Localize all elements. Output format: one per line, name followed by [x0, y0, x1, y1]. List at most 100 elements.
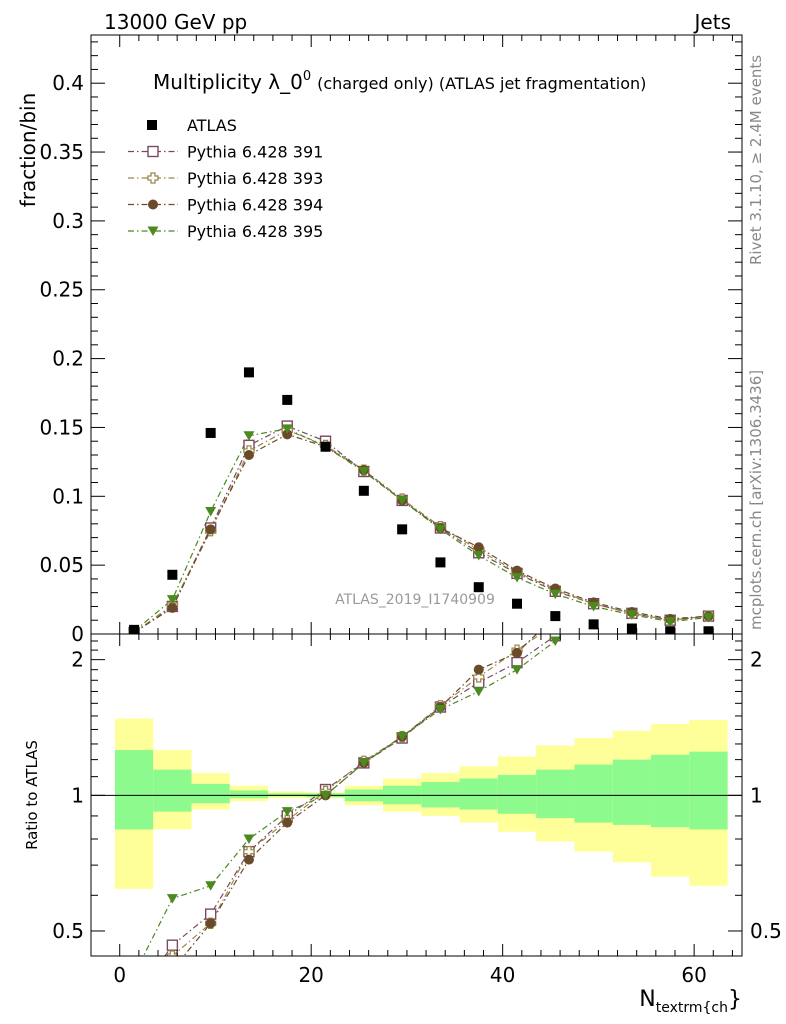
y-axis-label: fraction/bin — [16, 93, 40, 208]
legend-marker — [147, 145, 159, 158]
legend-marker — [147, 172, 159, 184]
series-point-ratio — [320, 790, 332, 801]
series-point-main — [358, 467, 370, 477]
y-tick-label: 0 — [71, 622, 84, 646]
series-point-main — [166, 595, 178, 605]
watermark: ATLAS_2019_I1740909 — [335, 592, 495, 608]
data-point — [703, 626, 714, 634]
series-point-ratio — [703, 484, 714, 494]
series-point-main — [243, 449, 254, 460]
green-band-bin — [114, 750, 154, 830]
ratio-tick-label-left: 1 — [71, 783, 84, 807]
series-point-ratio — [129, 1007, 139, 1017]
data-point — [129, 624, 140, 634]
x-axis-label-end: } — [728, 987, 742, 1012]
series-point-ratio — [665, 496, 675, 506]
series-point-ratio — [627, 551, 637, 561]
data-point — [358, 485, 369, 496]
series-point-ratio — [434, 705, 446, 715]
data-point — [167, 569, 178, 580]
x-tick-label: 20 — [298, 963, 323, 987]
y-tick-label: 0.25 — [39, 278, 84, 302]
series-point-main — [549, 589, 561, 600]
series-point-ratio — [396, 732, 408, 742]
chart-title-sup: 0 — [303, 69, 311, 84]
series-point-ratio — [589, 582, 599, 592]
legend-label: Pythia 6.428 394 — [187, 196, 323, 215]
green-band-bin — [689, 751, 728, 830]
green-band-bin — [229, 790, 269, 799]
series-point-ratio — [166, 950, 179, 956]
series-point-main — [396, 495, 408, 506]
x-axis-label-main: N — [639, 987, 655, 1012]
data-point — [205, 427, 216, 438]
series-point-ratio — [549, 636, 561, 646]
series-point-main — [205, 524, 216, 535]
header-left-label: 13000 GeV pp — [104, 10, 247, 34]
main-series-marks — [128, 367, 715, 634]
data-point — [435, 557, 446, 568]
series-point-main — [281, 424, 293, 434]
series-point-main — [434, 524, 446, 535]
ratio-tick-label-right: 1 — [750, 783, 763, 807]
series-point-ratio — [627, 540, 637, 550]
series-point-ratio — [243, 854, 254, 865]
y-tick-label: 0.3 — [52, 209, 84, 233]
ratio-tick-label-right: 2 — [750, 648, 763, 672]
series-point-ratio — [703, 460, 713, 470]
series-point-main — [243, 431, 255, 441]
series-point-main — [205, 506, 217, 517]
chart-title: Multiplicity λ_00 (charged only) (ATLAS j… — [153, 69, 646, 94]
green-band-bin — [574, 764, 613, 823]
y-tick-label: 0.15 — [39, 415, 84, 439]
series-point-ratio — [511, 665, 523, 675]
ratio-panel: 0 20 40 60 0.5 0.5 1 1 2 2 — [52, 460, 782, 1017]
legend-label: Pythia 6.428 393 — [187, 169, 323, 188]
series-line-main — [133, 429, 709, 634]
series-point-ratio — [512, 647, 523, 658]
green-band-bin — [536, 769, 575, 819]
series-point-main — [588, 601, 600, 612]
series-point-ratio — [703, 468, 713, 478]
y-tick-label: 0.4 — [52, 71, 84, 95]
chart-title-main: Multiplicity λ_0 — [153, 70, 303, 94]
series-point-ratio — [129, 996, 139, 1006]
series-point-ratio — [129, 1007, 139, 1017]
main-panel: ATLAS_2019_I1740909 Multiplicity λ_00 (ch… — [39, 34, 743, 646]
series-point-ratio — [589, 589, 599, 599]
series-point-ratio — [358, 758, 370, 768]
data-point — [320, 441, 331, 452]
series-point-ratio — [282, 817, 293, 828]
green-band-bin — [191, 783, 230, 804]
green-band-bin — [497, 774, 537, 814]
ratio-uncertainty-bands — [91, 718, 742, 889]
series-point-ratio — [243, 834, 255, 844]
y-tick-label: 0.35 — [39, 140, 84, 164]
series-point-ratio — [589, 575, 599, 585]
series-point-main — [511, 573, 523, 583]
data-point — [665, 626, 676, 634]
legend: ATLAS Pythia 6.428 391 Pythia 6.428 393 Pyt… — [128, 116, 323, 241]
legend-marker — [148, 199, 158, 210]
series-point-main — [702, 612, 714, 623]
green-band-bin — [153, 769, 192, 812]
series-point-ratio — [665, 524, 676, 534]
green-band-bin — [651, 754, 690, 828]
series-point-ratio — [626, 563, 637, 573]
series-point-ratio — [703, 475, 713, 485]
series-point-ratio — [627, 557, 637, 567]
legend-marker — [147, 226, 159, 236]
series-point-ratio — [166, 894, 178, 904]
green-band-bin — [421, 782, 460, 808]
ratio-tick-label-left: 0.5 — [52, 919, 84, 943]
series-point-main — [473, 551, 485, 561]
legend-marker-data — [147, 120, 157, 130]
y-tick-label: 0.2 — [52, 347, 84, 371]
rivet-label: Rivet 3.1.10, ≥ 2.4M events — [747, 55, 765, 265]
data-point — [588, 619, 599, 630]
main-axes: 0 0.05 0.1 0.15 0.2 0.25 0.3 0.35 0.4 — [39, 34, 743, 646]
series-point-ratio — [665, 505, 675, 515]
series-point-ratio — [205, 918, 216, 929]
ratio-y-axis-label: Ratio to ATLAS — [23, 740, 41, 850]
green-band-bin — [612, 759, 652, 825]
